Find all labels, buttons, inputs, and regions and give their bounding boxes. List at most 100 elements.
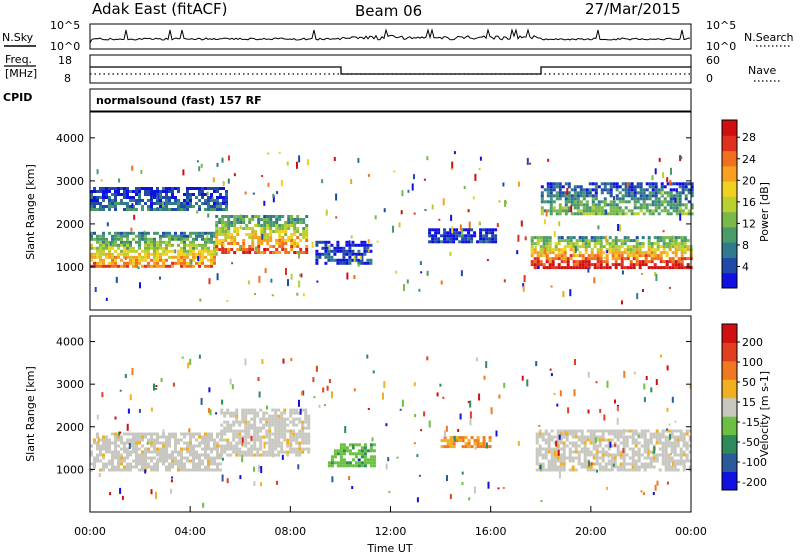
range-cell: [681, 212, 685, 216]
range-cell: [215, 248, 219, 251]
range-cell: [569, 236, 573, 240]
range-cell: [247, 453, 251, 457]
range-cell: [304, 417, 308, 421]
range-cell: [627, 188, 631, 192]
sparse-echo: [226, 300, 229, 302]
range-cell: [90, 258, 93, 262]
range-cell: [584, 245, 588, 249]
sparse-echo: [652, 451, 655, 455]
range-cell: [543, 188, 547, 192]
range-cell: [204, 231, 207, 235]
range-cell: [610, 453, 614, 457]
range-cell: [602, 245, 606, 249]
range-cell: [540, 194, 544, 198]
range-cell: [114, 234, 117, 238]
range-cell: [653, 254, 657, 258]
range-cell: [290, 221, 294, 224]
range-cell: [594, 212, 598, 216]
range-cell: [633, 203, 637, 207]
range-cell: [225, 205, 228, 208]
range-cell: [138, 453, 141, 457]
range-cell: [565, 435, 569, 439]
range-cell: [192, 246, 195, 250]
range-cell: [236, 248, 240, 251]
range-cell: [105, 205, 108, 208]
range-cell: [192, 255, 195, 259]
range-cell: [189, 249, 192, 253]
range-cell: [230, 242, 234, 245]
range-cell: [535, 459, 539, 463]
range-cell: [675, 182, 679, 186]
range-cell: [593, 245, 597, 249]
range-cell: [557, 254, 561, 258]
range-cell: [207, 205, 210, 208]
range-cell: [259, 429, 263, 433]
range-cell: [434, 228, 438, 232]
range-cell: [135, 199, 138, 202]
range-cell: [244, 423, 248, 427]
range-cell: [263, 233, 267, 236]
range-cell: [251, 233, 255, 236]
range-cell: [189, 453, 192, 457]
range-cell: [123, 456, 126, 460]
range-cell: [135, 255, 138, 259]
range-cell: [207, 462, 210, 466]
range-cell: [93, 255, 96, 259]
range-cell: [177, 190, 180, 193]
range-cell: [159, 208, 162, 211]
range-cell: [147, 438, 150, 442]
range-cell: [479, 237, 483, 241]
range-cell: [573, 185, 577, 189]
range-cell: [305, 227, 309, 230]
range-cell: [162, 435, 165, 439]
range-cell: [643, 447, 647, 451]
sparse-echo: [567, 407, 570, 414]
range-cell: [479, 445, 483, 449]
sparse-echo: [367, 239, 370, 244]
range-cell: [278, 215, 282, 218]
range-cell: [573, 212, 577, 216]
range-cell: [153, 246, 156, 250]
sparse-echo: [118, 178, 121, 183]
range-cell: [609, 212, 613, 216]
range-cell: [263, 218, 267, 221]
range-cell: [566, 239, 570, 243]
range-cell: [609, 200, 613, 204]
sparse-echo: [549, 368, 552, 371]
range-cell: [630, 212, 634, 216]
range-cell: [324, 255, 328, 259]
range-cell: [302, 227, 306, 230]
sparse-echo: [545, 210, 548, 217]
range-cell: [235, 408, 239, 412]
range-cell: [299, 248, 303, 251]
range-cell: [577, 453, 581, 457]
range-cell: [372, 443, 376, 447]
range-cell: [260, 230, 264, 233]
range-cell: [533, 236, 537, 240]
range-cell: [582, 212, 586, 216]
range-cell: [141, 468, 144, 472]
range-cell: [192, 252, 195, 256]
range-cell: [259, 444, 263, 448]
range-cell: [566, 263, 570, 267]
range-cell: [626, 239, 630, 243]
range-cell: [617, 239, 621, 243]
range-cell: [117, 465, 120, 469]
range-cell: [135, 187, 138, 190]
range-cell: [654, 191, 658, 195]
range-cell: [232, 420, 236, 424]
range-cell: [153, 208, 156, 211]
range-cell: [578, 266, 582, 270]
sparse-echo: [119, 487, 122, 494]
range-cell: [670, 465, 674, 469]
range-cell: [132, 264, 135, 268]
sparse-echo: [212, 177, 215, 183]
sparse-echo: [621, 300, 623, 305]
range-cell: [242, 251, 246, 254]
range-cell: [562, 462, 566, 466]
range-cell: [168, 255, 171, 259]
range-cell: [659, 236, 663, 240]
range-cell: [651, 200, 655, 204]
range-cell: [642, 188, 646, 192]
range-cell: [138, 459, 141, 463]
